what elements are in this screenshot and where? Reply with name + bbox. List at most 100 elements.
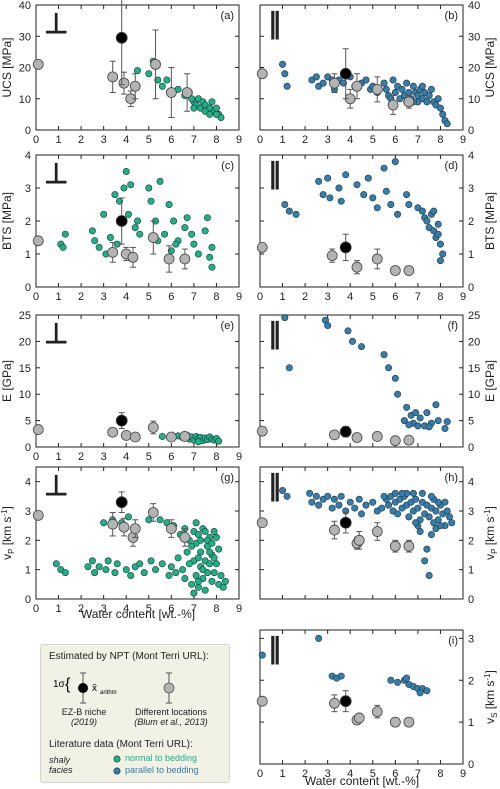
lit-point (215, 437, 223, 445)
y-tick-label: 0 (468, 759, 474, 771)
panel-label: (f) (448, 320, 458, 332)
x-tick-label: 2 (78, 451, 84, 463)
lit-point (403, 191, 411, 199)
lit-point (206, 560, 214, 568)
lit-point (188, 95, 196, 103)
lit-point (152, 566, 160, 574)
npt-location-point (118, 521, 130, 533)
npt-location-point (163, 253, 175, 265)
lit-point (409, 82, 417, 90)
lit-point (434, 417, 442, 425)
lit-point (179, 566, 187, 574)
lit-point (131, 224, 139, 232)
lit-point (221, 577, 229, 585)
npt-location-point (129, 80, 141, 92)
y-tick-label: 2 (468, 535, 474, 547)
lit-point (434, 516, 442, 524)
x-tick-label: 9 (236, 451, 242, 463)
panel-label: (d) (445, 160, 458, 172)
perpendicular-symbol: ⊥ (44, 8, 68, 39)
lit-point (183, 214, 191, 222)
lit-point (436, 104, 444, 112)
x-tick-label: 2 (78, 603, 84, 615)
legend-normal-marker (113, 755, 121, 763)
npt-location-point (179, 532, 191, 543)
lit-point (210, 528, 218, 536)
legend-niche-year: (2019) (70, 717, 97, 727)
x-tick-label: 6 (168, 291, 174, 303)
y-tick-label: 0 (468, 594, 474, 606)
lit-point (167, 563, 175, 571)
legend-lit-title: Literature data (Mont Terri URL): (49, 739, 193, 750)
y-tick-label: 25 (19, 310, 31, 322)
x-tick-label: 5 (370, 134, 376, 146)
lit-point (134, 217, 142, 225)
y-tick-label: 2 (468, 216, 474, 228)
x-tick-label: 4 (123, 134, 129, 146)
lit-point (181, 574, 189, 582)
y-tick-label: 40 (19, 0, 31, 12)
x-tick-label: 6 (392, 291, 398, 303)
lit-point (439, 250, 447, 258)
npt-location-point (351, 261, 363, 273)
x-tick-label: 7 (415, 291, 421, 303)
legend-title: Estimated by NPT (Mont Terri URL): (49, 651, 209, 662)
lit-point (194, 554, 202, 562)
x-tick-label: 3 (101, 134, 107, 146)
lit-point (391, 158, 399, 166)
x-tick-label: 7 (191, 451, 197, 463)
lit-point (432, 401, 440, 409)
lit-point (281, 70, 289, 78)
x-tick-label: 2 (302, 134, 308, 146)
x-tick-label: 2 (302, 768, 308, 780)
lit-point (398, 489, 406, 497)
lit-point (405, 421, 413, 429)
lit-point (95, 243, 103, 251)
lit-point (434, 230, 442, 238)
legend-niche-label: EZ-B niche (61, 707, 107, 717)
y-tick-label: 3 (25, 183, 31, 195)
npt-niche-point (339, 695, 352, 708)
y-tick-label: 10 (19, 389, 31, 401)
lit-point (208, 577, 216, 585)
x-tick-label: 0 (33, 603, 39, 615)
lit-point (324, 174, 332, 182)
npt-location-point (165, 87, 177, 98)
npt-location-point (371, 253, 383, 265)
npt-location-point (403, 716, 415, 728)
npt-location-point (403, 265, 415, 276)
lit-point (156, 177, 164, 185)
lit-point (326, 194, 334, 202)
lit-point (342, 171, 350, 179)
lit-point (201, 528, 209, 536)
lit-point (147, 557, 155, 565)
lit-point (315, 501, 323, 509)
lit-point (403, 674, 411, 682)
y-tick-label: 0 (25, 282, 31, 294)
npt-location-point (371, 83, 383, 95)
lit-point (364, 174, 372, 182)
npt-location-point (371, 431, 383, 442)
npt-location-point (32, 510, 44, 521)
plot-frame (35, 314, 240, 448)
npt-location-point (351, 432, 363, 443)
parallel-symbol: ∥ (268, 8, 282, 40)
x-tick-label: 4 (123, 291, 129, 303)
lit-point (283, 82, 291, 90)
x-tick-label: 0 (257, 291, 263, 303)
lit-point (127, 181, 135, 189)
lit-point (165, 201, 173, 209)
lit-point (279, 486, 287, 494)
panel-f: 0 5 10 15 20 25 E [GPa] (f) ∥ (256, 310, 497, 454)
npt-location-point (120, 429, 132, 441)
lit-point (387, 201, 395, 209)
lit-point (84, 563, 92, 571)
lit-point (170, 217, 178, 225)
legend-loc-ref: (Blum et al., 2013) (134, 717, 208, 727)
panel-h: 0 1 2 3 4 vP [km s-1] (h) ∥ (256, 466, 499, 606)
lit-point (194, 530, 202, 538)
lit-point (427, 492, 435, 500)
lit-point (194, 438, 202, 446)
y-axis-label: vS [km s-1] (483, 670, 499, 724)
lit-point (328, 504, 336, 512)
